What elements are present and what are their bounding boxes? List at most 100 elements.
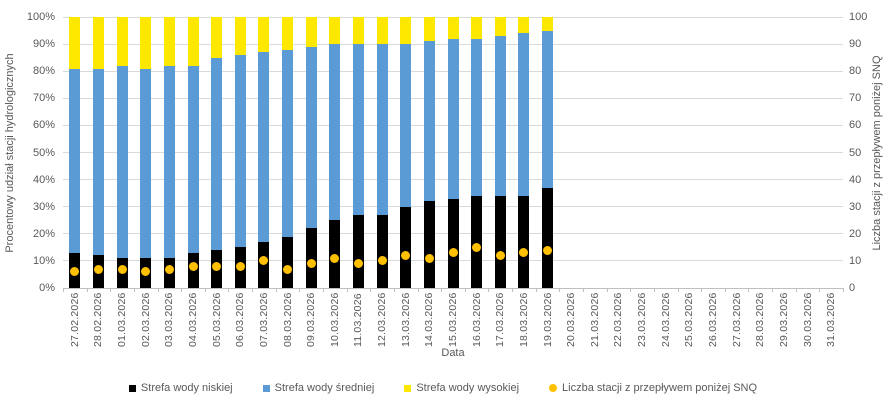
snq-marker-dot [330, 253, 340, 263]
legend-label: Strefa wody wysokiej [416, 382, 520, 394]
bar-segment [352, 214, 364, 288]
bar-segment [234, 54, 246, 248]
x-tick-label-16.03.2026: 16.03.2026 [470, 292, 483, 347]
bar-segment [140, 17, 152, 69]
bar-segment [282, 17, 294, 50]
snq-marker-dot [424, 253, 434, 263]
right-tick-label-70: 70 [849, 92, 862, 105]
x-tick-label-26.03.2026: 26.03.2026 [707, 292, 719, 347]
right-axis-tick-labels: 0 10 20 30 40 50 60 70 80 90 100 [849, 11, 883, 294]
bar-segment [376, 44, 388, 215]
bar-segment [400, 206, 412, 288]
x-axis-tick [535, 288, 537, 292]
right-tick-label-30: 30 [849, 200, 862, 213]
x-axis-title: Data [441, 347, 465, 359]
bar-segment [282, 49, 294, 237]
x-tick-label-23.03.2026: 23.03.2026 [636, 292, 649, 347]
x-axis-tick [441, 288, 443, 292]
x-axis-tick [488, 288, 490, 292]
x-axis-tick [63, 288, 64, 292]
left-tick-label-70: 70% [32, 92, 55, 105]
plot-area [63, 16, 844, 292]
x-tick-label-25.03.2026: 25.03.2026 [683, 292, 696, 347]
bar-segment [447, 38, 459, 199]
snq-marker-dot [472, 242, 482, 252]
bar-segment [163, 65, 175, 259]
bar-segment [329, 17, 341, 45]
left-tick-label-10: 10% [32, 254, 55, 267]
gridline-0 [63, 287, 843, 289]
left-tick-label-90: 90% [32, 38, 55, 51]
x-tick-label-01.03.2026: 01.03.2026 [116, 292, 129, 347]
bar-segment [187, 65, 199, 253]
snq-marker-dot [164, 264, 174, 274]
x-axis-tick [512, 288, 514, 292]
snq-marker-dot [543, 245, 553, 255]
snq-marker-dot [93, 264, 103, 274]
right-tick-label-10: 10 [849, 254, 862, 267]
x-tick-label-30.03.2026: 30.03.2026 [801, 292, 814, 347]
x-axis-tick [228, 288, 230, 292]
right-tick-label-40: 40 [849, 173, 862, 186]
x-axis-tick [843, 288, 844, 292]
right-tick-label-80: 80 [849, 65, 862, 78]
x-tick-label-22.03.2026: 22.03.2026 [612, 292, 625, 347]
bar-segment [518, 33, 530, 196]
snq-marker-dot [70, 267, 80, 277]
right-tick-label-0: 0 [849, 282, 856, 294]
x-tick-label-31.03.2026: 31.03.2026 [825, 292, 838, 347]
bar-segment [163, 17, 175, 66]
x-tick-label-28.03.2026: 28.03.2026 [754, 292, 767, 347]
x-axis-tick [299, 288, 301, 292]
legend-item: Strefa wody średniej [262, 382, 375, 394]
bar-segment [140, 68, 152, 259]
x-tick-label-27.02.2026: 27.02.2026 [68, 292, 81, 347]
left-tick-label-80: 80% [32, 65, 55, 78]
legend-square-marker-icon [262, 384, 270, 392]
bar-segment [92, 68, 104, 256]
x-tick-label-18.03.2026: 18.03.2026 [517, 292, 530, 347]
snq-marker-dot [188, 261, 198, 271]
x-axis-tick [110, 288, 112, 292]
bar-segment [447, 17, 459, 39]
x-tick-label-17.03.2026: 17.03.2026 [494, 292, 507, 347]
left-tick-label-0: 0% [39, 282, 55, 294]
x-axis-tick [181, 288, 183, 292]
x-axis-tick [630, 288, 632, 292]
bar-segment [400, 44, 412, 207]
bar-segment [187, 17, 199, 66]
bar-segment [518, 17, 530, 34]
left-tick-label-30: 30% [32, 200, 55, 213]
bar-segment [376, 17, 388, 45]
snq-marker-dot [259, 256, 269, 266]
x-axis-tick [417, 288, 419, 292]
x-tick-label-13.03.2026: 13.03.2026 [399, 292, 412, 347]
x-tick-label-09.03.2026: 09.03.2026 [305, 292, 318, 347]
snq-marker-dot [353, 259, 363, 269]
x-tick-label-02.03.2026: 02.03.2026 [139, 292, 152, 347]
bar-segment [494, 17, 506, 36]
x-tick-label-11.03.2026: 11.03.2026 [352, 293, 365, 347]
x-tick-label-12.03.2026: 12.03.2026 [376, 292, 389, 347]
legend-circle-marker-icon [549, 384, 558, 392]
bar-segment [542, 187, 554, 288]
legend-square-marker-icon [128, 384, 136, 392]
right-tick-label-60: 60 [849, 119, 862, 132]
x-tick-label-15.03.2026: 15.03.2026 [447, 292, 459, 347]
x-axis-tick [157, 288, 159, 292]
x-axis-tick [724, 288, 726, 292]
left-axis-tick-labels: 0% 10% 20% 30% 40% 50% 60% 70% 80% 90% 100% [0, 11, 57, 294]
bar-segment [400, 17, 412, 45]
legend-label: Strefa wody średniej [274, 382, 375, 394]
bar-segment [258, 52, 270, 242]
snq-marker-dot [117, 264, 127, 274]
x-tick-label-20.03.2026: 20.03.2026 [565, 292, 578, 347]
x-tick-label-19.03.2026: 19.03.2026 [541, 292, 554, 347]
x-axis-tick [370, 288, 372, 292]
bar-segment [423, 201, 435, 288]
snq-marker-dot [235, 261, 245, 271]
snq-marker-dot [212, 261, 222, 271]
snq-marker-dot [141, 267, 151, 277]
legend-item: Strefa wody wysokiej [404, 382, 519, 394]
